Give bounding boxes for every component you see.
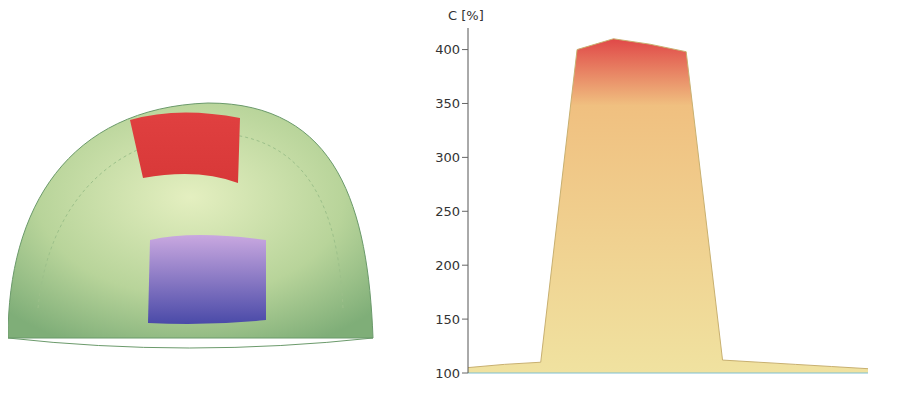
svg-text:100: 100: [435, 366, 460, 381]
svg-text:400: 400: [435, 42, 460, 57]
html-text:C [%]: C [%]: [448, 8, 484, 23]
svg-text:250: 250: [435, 204, 460, 219]
svg-text:300: 300: [435, 150, 460, 165]
svg-text:150: 150: [435, 312, 460, 327]
svg-text:200: 200: [435, 258, 460, 273]
svg-text:350: 350: [435, 96, 460, 111]
